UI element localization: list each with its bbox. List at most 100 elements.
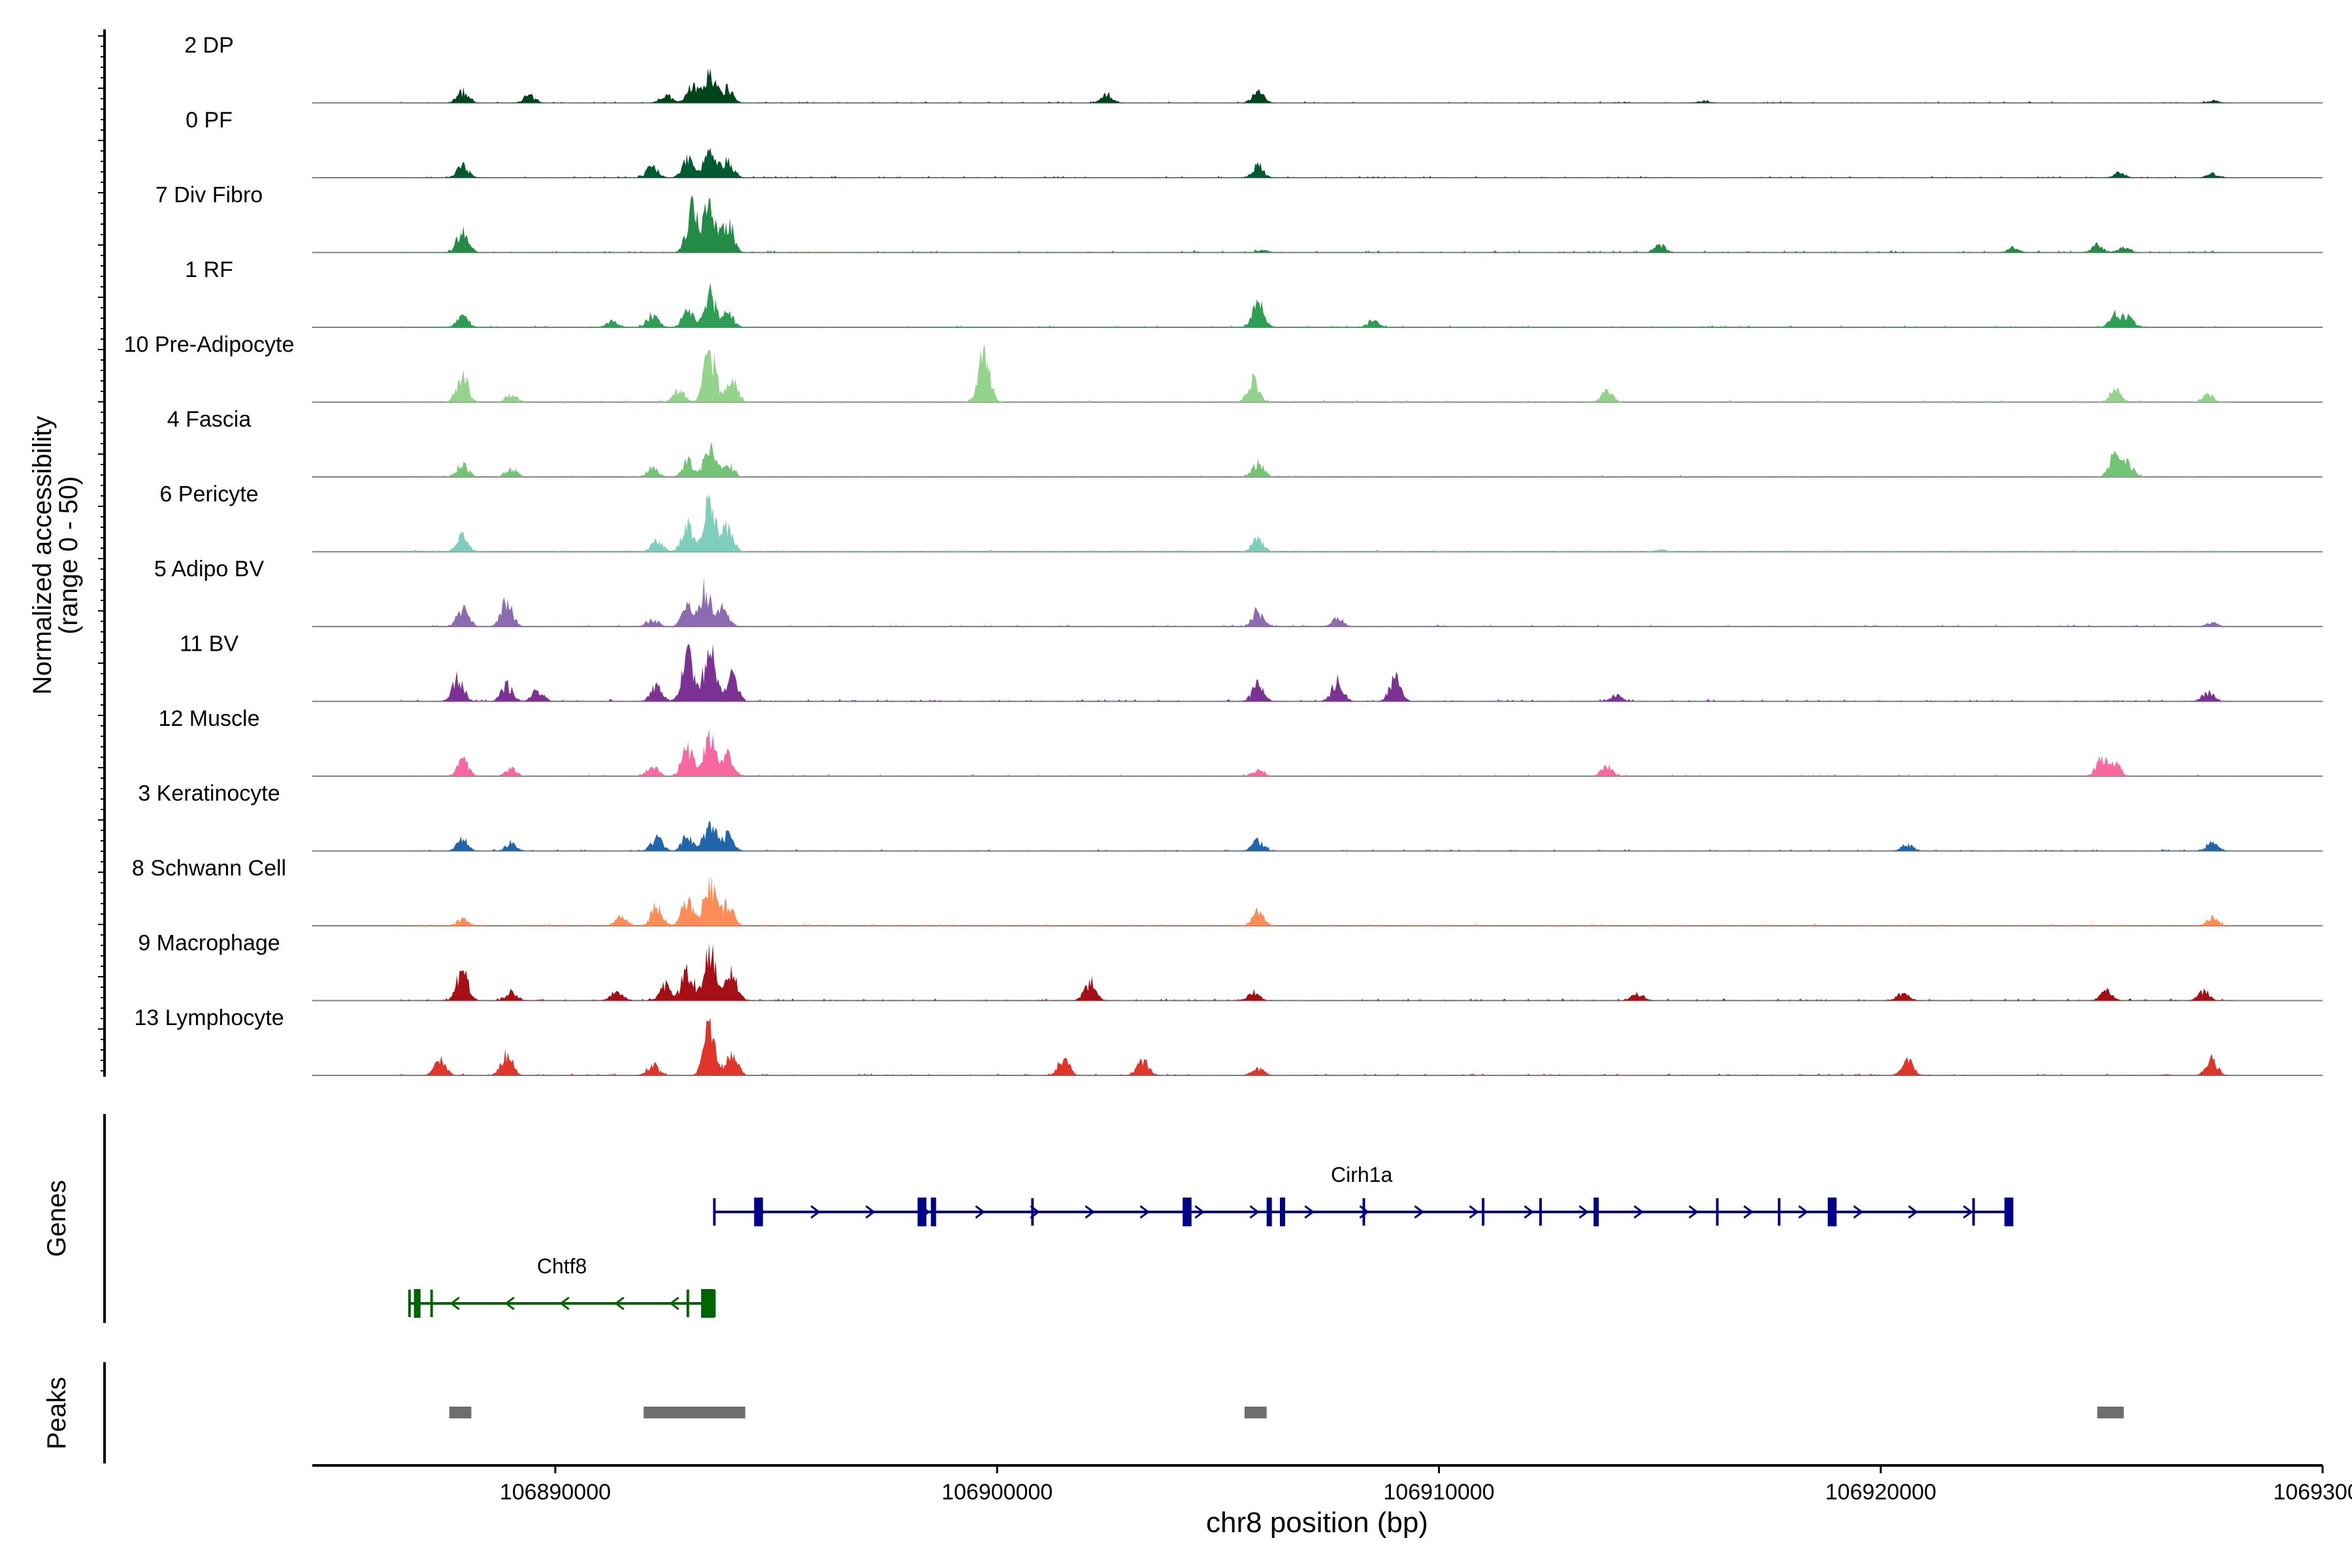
coverage-area [400, 943, 2234, 1001]
gene-direction-chevron [1139, 1205, 1150, 1219]
track-4-fascia: 4 Fascia [167, 407, 2323, 478]
track-label: 3 Keratinocyte [138, 781, 280, 806]
track-label: 6 Pericyte [159, 482, 258, 507]
track-10-pre-adipocyte: 10 Pre-Adipocyte [124, 333, 2323, 403]
coverage-area [400, 728, 2234, 776]
gene-direction-chevron [1963, 1205, 1973, 1219]
gene-direction-chevron [1194, 1205, 1205, 1219]
track-0-pf: 0 PF [186, 108, 2323, 178]
x-axis-tick-label: 106910000 [1383, 1480, 1494, 1505]
track-label: 0 PF [186, 108, 233, 133]
track-label: 4 Fascia [167, 407, 252, 432]
track-label: 10 Pre-Adipocyte [124, 333, 295, 357]
track-label: 2 DP [184, 33, 234, 58]
track-1-rf: 1 RF [185, 257, 2323, 328]
gene-chtf8: Chtf8 [408, 1254, 716, 1318]
gene-direction-chevron [975, 1205, 985, 1219]
track-7-div-fibro: 7 Div Fibro [155, 183, 2323, 253]
coverage-tracks: 2 DP 0 PF 7 Div Fibro 1 RF 10 Pre-Adipocyte 4… [124, 33, 2323, 1076]
gene-direction-chevron [1249, 1205, 1260, 1219]
gene-direction-chevron [669, 1296, 679, 1311]
y-axis-range-label: (range 0 - 50) [54, 476, 83, 634]
coverage-area [400, 494, 2234, 552]
track-3-keratinocyte: 3 Keratinocyte [138, 781, 2323, 852]
gene-direction-chevron [614, 1296, 625, 1311]
gene-direction-chevron [1798, 1205, 1808, 1219]
coverage-area [400, 821, 2234, 851]
gene-exon [701, 1289, 715, 1318]
gene-direction-chevron [1524, 1205, 1534, 1219]
x-axis: chr8 position (bp) 106890000 106900000 106… [312, 1464, 2352, 1539]
track-label: 13 Lymphocyte [134, 1005, 284, 1030]
coverage-area [400, 344, 2234, 402]
gene-direction-chevron [1359, 1205, 1369, 1219]
coverage-area [400, 148, 2234, 178]
gene-direction-chevron [1578, 1205, 1589, 1219]
peak-region [449, 1407, 472, 1418]
gene-exon [1827, 1198, 1837, 1226]
track-label: 7 Div Fibro [155, 183, 263, 208]
gene-direction-chevron [1469, 1205, 1479, 1219]
x-axis-tick-label: 10693000 [2273, 1480, 2352, 1505]
gene-exon [1183, 1198, 1192, 1226]
track-13-lymphocyte: 13 Lymphocyte [134, 1005, 2323, 1076]
gene-direction-chevron [1743, 1205, 1754, 1219]
peak-region [2097, 1407, 2124, 1418]
gene-direction-chevron [449, 1296, 460, 1311]
track-label: 11 BV [180, 632, 238, 657]
gene-direction-chevron [1908, 1205, 1918, 1219]
track-2-dp: 2 DP [184, 33, 2323, 104]
gene-direction-chevron [810, 1205, 821, 1219]
left-axis [98, 29, 106, 1077]
x-axis-tick-label: 106890000 [500, 1480, 611, 1505]
gene-cirh1a: Cirh1a [713, 1163, 2014, 1226]
gene-direction-chevron [1853, 1205, 1863, 1219]
track-8-schwann-cell: 8 Schwann Cell [132, 856, 2323, 926]
gene-name-label: Chtf8 [537, 1254, 587, 1278]
x-axis-tick-label: 106900000 [941, 1480, 1053, 1505]
peaks-panel-label: Peaks [42, 1377, 71, 1449]
track-label: 8 Schwann Cell [132, 856, 286, 881]
x-axis-tick-label: 106920000 [1825, 1480, 1936, 1505]
gene-exon [1280, 1198, 1286, 1226]
track-label: 1 RF [185, 257, 233, 282]
coverage-area [400, 195, 2234, 253]
x-axis-title: chr8 position (bp) [1206, 1507, 1428, 1539]
track-5-adipo-bv: 5 Adipo BV [154, 557, 2323, 627]
gene-direction-chevron [1304, 1205, 1315, 1219]
gene-exon [917, 1198, 927, 1226]
coverage-area [400, 577, 2234, 627]
gene-direction-chevron [1414, 1205, 1424, 1219]
gene-exon [1266, 1198, 1272, 1226]
track-label: 12 Muscle [159, 706, 260, 731]
peak-region [644, 1407, 745, 1418]
gene-direction-chevron [1633, 1205, 1644, 1219]
coverage-area [400, 282, 2234, 327]
gene-exon [1593, 1198, 1599, 1226]
peaks-panel: Peaks [42, 1362, 2124, 1463]
gene-exon [414, 1289, 421, 1318]
coverage-area [400, 68, 2234, 103]
gene-direction-chevron [559, 1296, 570, 1311]
track-6-pericyte: 6 Pericyte [159, 482, 2323, 553]
coverage-area [400, 875, 2234, 926]
gene-exon [754, 1198, 763, 1226]
gene-direction-chevron [1085, 1205, 1095, 1219]
coverage-area [400, 644, 2234, 702]
gene-exon [930, 1198, 936, 1226]
y-axis-label: Normalized accessibility [28, 416, 57, 695]
gene-direction-chevron [504, 1296, 515, 1311]
track-label: 9 Macrophage [138, 931, 280, 956]
gene-name-label: Cirh1a [1331, 1163, 1392, 1186]
track-9-macrophage: 9 Macrophage [138, 931, 2323, 1002]
track-label: 5 Adipo BV [154, 557, 265, 581]
coverage-area [400, 442, 2234, 477]
gene-direction-chevron [865, 1205, 875, 1219]
genes-panel-label: Genes [42, 1180, 71, 1257]
coverage-area [400, 1018, 2234, 1075]
track-12-muscle: 12 Muscle [159, 706, 2323, 777]
gene-direction-chevron [1688, 1205, 1699, 1219]
track-11-bv: 11 BV [180, 632, 2323, 702]
genes-panel: Genes Cirh1a Chtf8 [42, 1114, 2014, 1323]
